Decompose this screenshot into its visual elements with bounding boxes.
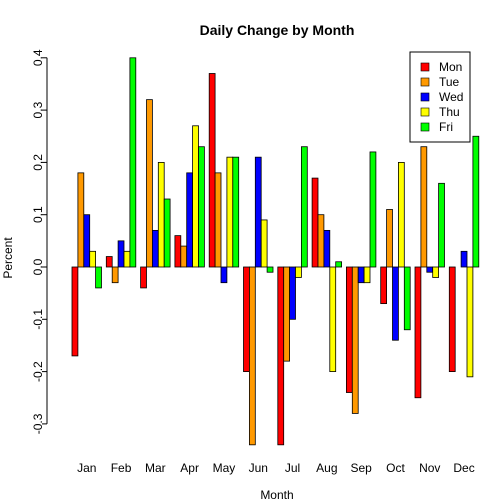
x-tick-label: Jun	[249, 461, 268, 475]
bar	[146, 99, 153, 268]
bar	[380, 266, 388, 305]
y-tick-label: -0.3	[31, 413, 45, 434]
bar	[254, 156, 262, 268]
legend-swatch	[420, 77, 430, 87]
x-tick-label: Mar	[145, 461, 166, 475]
y-axis-label: Percent	[1, 237, 15, 279]
x-axis-label: Month	[260, 488, 293, 502]
bar	[432, 266, 440, 278]
bar	[460, 250, 468, 268]
bar	[105, 256, 113, 268]
bar	[369, 151, 377, 268]
bar	[414, 266, 422, 399]
bar	[397, 161, 405, 268]
bar	[345, 266, 353, 393]
bar	[448, 266, 456, 372]
bar	[403, 266, 411, 331]
bar	[335, 261, 343, 268]
bar	[71, 266, 79, 357]
bar	[140, 266, 147, 289]
bar	[311, 177, 319, 268]
legend-swatch	[420, 107, 430, 117]
bar	[266, 266, 274, 273]
bar	[174, 235, 182, 268]
bar	[214, 172, 222, 268]
legend-box	[409, 51, 471, 143]
bar	[117, 240, 125, 268]
bar	[426, 266, 434, 273]
bar	[151, 229, 159, 268]
legend-label: Tue	[439, 75, 460, 89]
bar	[329, 266, 337, 372]
bar	[260, 219, 268, 268]
bar	[95, 266, 102, 289]
bar	[208, 73, 216, 268]
x-tick-label: Sep	[350, 461, 372, 475]
legend-label: Mon	[439, 60, 462, 74]
x-tick-label: Nov	[419, 461, 440, 475]
bar	[295, 266, 302, 278]
bar	[363, 266, 371, 284]
bar	[226, 156, 234, 268]
bar	[466, 266, 474, 378]
y-tick-label: 0.0	[31, 258, 45, 275]
bar	[243, 266, 250, 372]
bar	[89, 250, 96, 268]
bar	[357, 266, 365, 284]
bar	[111, 266, 119, 284]
bar	[392, 266, 399, 341]
y-tick-label: 0.2	[31, 154, 45, 171]
bar	[438, 182, 445, 268]
y-tick-label: 0.3	[31, 101, 45, 118]
x-tick-label: Dec	[453, 461, 474, 475]
legend-label: Fri	[439, 120, 453, 134]
bar	[77, 172, 85, 268]
legend-swatch	[420, 122, 430, 132]
bar	[129, 57, 137, 268]
x-tick-label: Apr	[180, 461, 199, 475]
bar	[386, 209, 393, 268]
bar	[300, 146, 308, 268]
bar	[351, 266, 359, 414]
bar	[157, 161, 165, 268]
bar	[83, 214, 91, 268]
bar	[198, 146, 205, 268]
bar	[186, 172, 193, 268]
bar	[163, 198, 171, 268]
x-tick-label: Feb	[111, 461, 132, 475]
chart-title: Daily Change by Month	[200, 22, 355, 38]
bar	[192, 125, 199, 268]
legend-label: Wed	[439, 90, 463, 104]
y-tick-label: 0.4	[31, 49, 45, 66]
legend-swatch	[420, 62, 430, 72]
x-tick-label: Jan	[77, 461, 96, 475]
y-tick-label: 0.1	[31, 206, 45, 223]
x-tick-label: Oct	[386, 461, 405, 475]
bar	[420, 146, 428, 268]
bar	[232, 156, 240, 268]
bar	[323, 229, 331, 268]
legend-swatch	[420, 92, 430, 102]
bar	[248, 266, 256, 446]
x-tick-label: Aug	[316, 461, 337, 475]
bar	[220, 266, 228, 284]
bar	[289, 266, 296, 320]
y-tick-label: -0.1	[31, 309, 45, 330]
x-tick-label: May	[213, 461, 236, 475]
bar	[283, 266, 291, 362]
bar	[472, 135, 480, 268]
x-tick-label: Jul	[285, 461, 300, 475]
y-tick-label: -0.2	[31, 361, 45, 382]
legend-label: Thu	[439, 105, 460, 119]
bar	[277, 266, 285, 446]
bar	[180, 245, 188, 268]
bar	[123, 250, 131, 268]
bar	[317, 214, 325, 268]
